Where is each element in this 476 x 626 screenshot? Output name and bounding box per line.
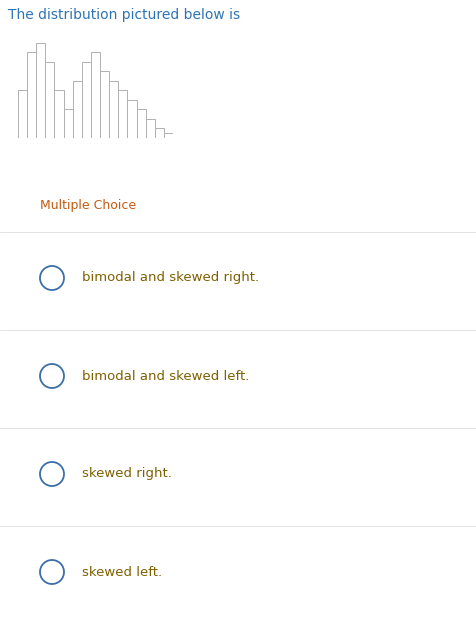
Bar [27,53,36,138]
Text: The distribution pictured below is: The distribution pictured below is [8,8,240,22]
Text: bimodal and skewed left.: bimodal and skewed left. [82,369,249,382]
Text: bimodal and skewed right.: bimodal and skewed right. [82,272,259,284]
Bar [64,110,73,138]
Bar [54,90,64,138]
Bar [36,43,45,138]
Bar [45,62,54,138]
Bar [18,90,27,138]
Bar [128,100,137,138]
Text: skewed right.: skewed right. [82,468,172,481]
Bar [109,81,119,138]
Bar [119,90,128,138]
Bar [91,53,100,138]
Bar [100,71,109,138]
Text: Multiple Choice: Multiple Choice [40,200,136,212]
Bar [137,110,146,138]
Bar [146,119,155,138]
Bar [73,81,82,138]
Bar [155,128,164,138]
Text: skewed left.: skewed left. [82,565,162,578]
Bar [164,133,173,138]
Bar [82,62,91,138]
